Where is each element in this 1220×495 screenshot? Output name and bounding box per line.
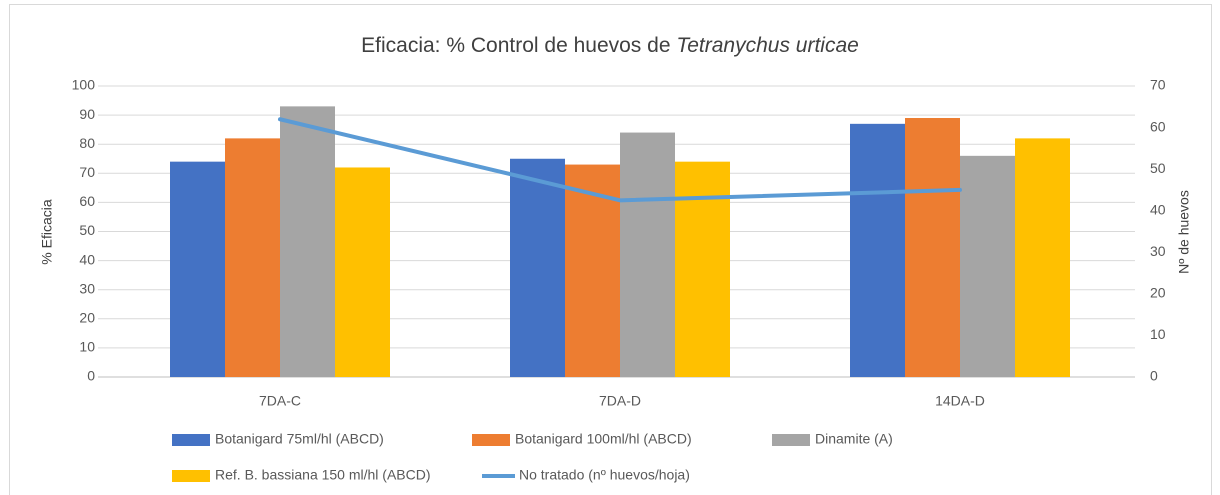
y-tick-label: 50 (79, 222, 95, 238)
bar (225, 138, 280, 377)
y2-tick-label: 30 (1150, 243, 1166, 259)
y2-tick-label: 40 (1150, 201, 1166, 217)
bar (905, 118, 960, 377)
bar (510, 158, 565, 377)
x-tick-label: 7DA-D (599, 393, 641, 409)
legend-label: Botanigard 75ml/hl (ABCD) (215, 431, 384, 447)
legend-label: Dinamite (A) (815, 431, 893, 447)
y-tick-label: 30 (79, 280, 95, 296)
y2-tick-label: 50 (1150, 160, 1166, 176)
y-tick-label: 80 (79, 135, 95, 151)
y2-tick-label: 0 (1150, 368, 1158, 384)
y-axis-label: % Eficacia (39, 199, 55, 265)
bar (170, 161, 225, 377)
legend-swatch (172, 434, 210, 446)
legend-label: Ref. B. bassiana 150 ml/hl (ABCD) (215, 467, 431, 483)
bar (280, 106, 335, 378)
legend-label: Botanigard 100ml/hl (ABCD) (515, 431, 692, 447)
y-tick-label: 70 (79, 164, 95, 180)
chart-frame (9, 4, 1212, 495)
title-species: Tetranychus urticae (676, 34, 859, 57)
bar (850, 123, 905, 377)
y2-tick-label: 70 (1150, 77, 1166, 93)
y2-tick-label: 20 (1150, 285, 1166, 301)
bar (1015, 138, 1070, 377)
y-tick-label: 0 (87, 368, 95, 384)
legend-swatch (172, 470, 210, 482)
y2-tick-label: 10 (1150, 326, 1166, 342)
y2-tick-label: 60 (1150, 118, 1166, 134)
y-tick-label: 60 (79, 193, 95, 209)
y-tick-label: 40 (79, 251, 95, 267)
y-tick-label: 20 (79, 310, 95, 326)
legend-label: No tratado (nº huevos/hoja) (519, 467, 690, 483)
bar (960, 155, 1015, 377)
bar (620, 132, 675, 377)
y2-axis-label: Nº de huevos (1176, 190, 1192, 274)
y-tick-label: 90 (79, 106, 95, 122)
line (278, 117, 962, 203)
chart-title: Eficacia: % Control de huevos de Tetrany… (361, 34, 859, 57)
bar (335, 167, 390, 377)
legend-swatch (772, 434, 810, 446)
bar (675, 161, 730, 377)
legend-swatch (472, 434, 510, 446)
y-tick-label: 100 (72, 77, 96, 93)
x-tick-label: 14DA-D (935, 393, 985, 409)
title-text: Eficacia: % Control de huevos de (361, 34, 670, 57)
y-tick-label: 10 (79, 339, 95, 355)
x-tick-label: 7DA-C (259, 393, 301, 409)
